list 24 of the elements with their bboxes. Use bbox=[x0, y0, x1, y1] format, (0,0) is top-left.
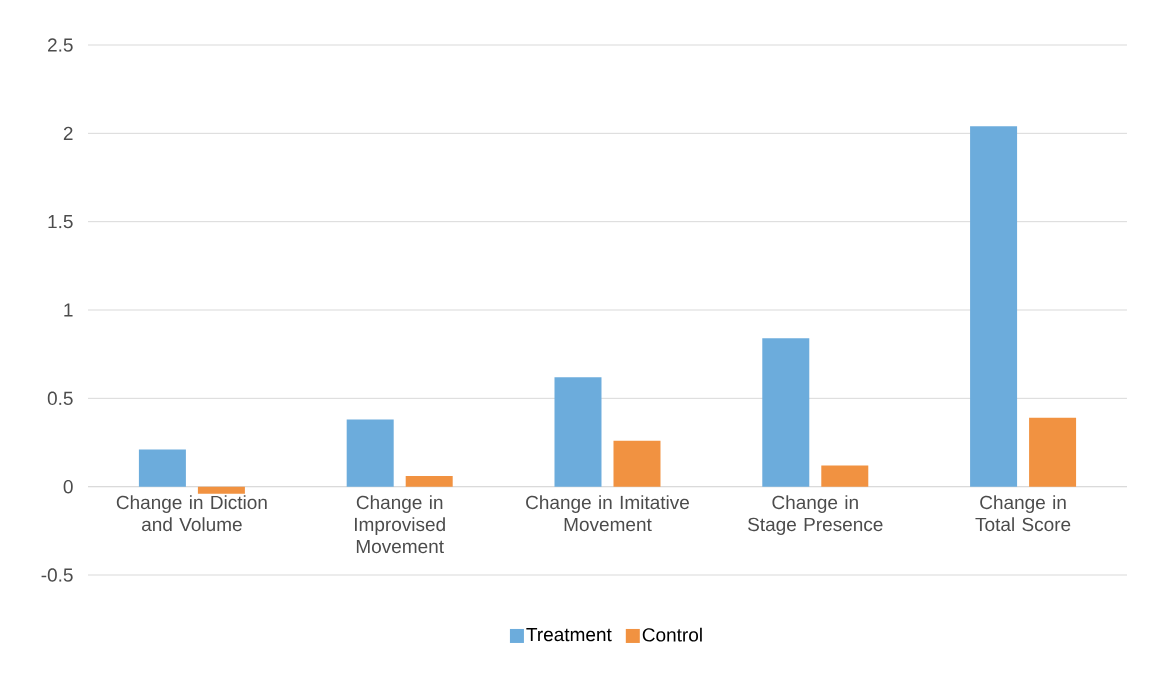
bar bbox=[554, 377, 602, 487]
y-tick-label: 1.5 bbox=[48, 215, 73, 229]
bar bbox=[1029, 417, 1077, 487]
bar bbox=[821, 465, 869, 487]
x-tick-label: Change in Improvised Movement bbox=[354, 495, 445, 554]
y-tick-label: 1 bbox=[64, 303, 73, 317]
bar bbox=[197, 486, 245, 494]
bar bbox=[970, 126, 1018, 487]
x-tick-label: Change in Imitative Movement bbox=[526, 495, 689, 532]
y-tick-label: -0.5 bbox=[41, 568, 73, 582]
y-tick-label: 2 bbox=[63, 126, 73, 140]
x-tick-label: Change in Diction and Volume bbox=[116, 495, 267, 532]
bar bbox=[346, 419, 394, 487]
bar bbox=[613, 440, 661, 487]
y-tick-label: 0 bbox=[63, 479, 73, 494]
bar bbox=[138, 449, 186, 487]
bar bbox=[762, 338, 810, 487]
bar bbox=[405, 476, 453, 487]
x-tick-label: Change in Total Score bbox=[975, 495, 1071, 532]
y-tick-label: 2.5 bbox=[48, 38, 73, 52]
legend-label: Control bbox=[642, 627, 702, 642]
y-tick-label: 0.5 bbox=[47, 391, 73, 406]
x-tick-label: Change in Stage Presence bbox=[748, 495, 883, 535]
legend-label: Treatment bbox=[526, 627, 612, 642]
